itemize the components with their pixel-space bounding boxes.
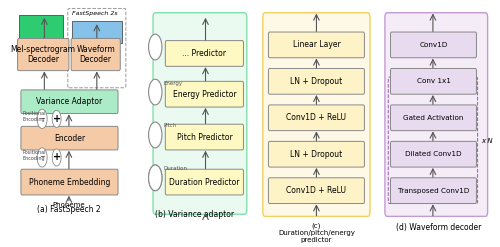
Text: +: + [52,114,60,124]
FancyBboxPatch shape [153,13,247,214]
Text: +: + [152,42,159,52]
Text: Positional
Encoding: Positional Encoding [22,150,46,161]
Circle shape [52,149,61,166]
FancyBboxPatch shape [166,81,244,107]
FancyBboxPatch shape [18,39,69,71]
Text: (a) FastSpeech 2: (a) FastSpeech 2 [37,205,100,214]
Text: Pitch: Pitch [163,124,176,128]
Text: Transposed Conv1D: Transposed Conv1D [398,188,469,194]
Circle shape [148,165,162,191]
Text: Dilated Conv1D: Dilated Conv1D [405,151,462,157]
Text: Energy: Energy [163,81,182,86]
FancyBboxPatch shape [21,169,118,195]
Text: (c)
Duration/pitch/energy
predictor: (c) Duration/pitch/energy predictor [278,223,355,243]
FancyBboxPatch shape [166,124,244,150]
Text: Conv1D + ReLU: Conv1D + ReLU [286,186,346,195]
Text: Conv 1x1: Conv 1x1 [416,78,450,84]
Text: FastSpeech 2s: FastSpeech 2s [72,11,118,16]
Text: Duration Predictor: Duration Predictor [169,178,240,186]
FancyBboxPatch shape [268,178,364,204]
Text: Energy Predictor: Energy Predictor [172,90,236,99]
FancyBboxPatch shape [268,68,364,94]
FancyBboxPatch shape [268,32,364,58]
Text: +: + [52,152,60,163]
FancyBboxPatch shape [268,141,364,167]
FancyBboxPatch shape [263,13,370,216]
FancyBboxPatch shape [385,13,488,216]
FancyBboxPatch shape [390,178,476,204]
FancyBboxPatch shape [390,68,476,94]
Text: LN + Dropout: LN + Dropout [290,150,343,159]
Text: Phoneme: Phoneme [52,202,85,208]
Text: ~: ~ [39,154,45,161]
Circle shape [37,109,47,128]
FancyBboxPatch shape [68,8,126,88]
FancyBboxPatch shape [72,21,122,43]
Text: Variance Adaptor: Variance Adaptor [36,97,102,106]
Text: LN + Dropout: LN + Dropout [290,77,343,86]
Text: +: + [152,87,159,97]
Text: +: + [152,130,159,139]
Text: Positional
Encoding: Positional Encoding [22,111,46,122]
FancyBboxPatch shape [166,41,244,66]
Circle shape [52,110,61,127]
FancyBboxPatch shape [390,141,476,167]
Text: (b) Variance adaptor: (b) Variance adaptor [155,209,234,219]
Circle shape [148,79,162,105]
Text: Gated Activation: Gated Activation [404,115,464,121]
Text: Phoneme Embedding: Phoneme Embedding [29,178,110,186]
Text: x N: x N [481,138,492,144]
Text: LR: LR [150,173,161,182]
Text: Conv1D + ReLU: Conv1D + ReLU [286,113,346,122]
Circle shape [148,122,162,148]
FancyBboxPatch shape [390,105,476,131]
Text: Mel-spectrogram
Decoder: Mel-spectrogram Decoder [10,45,76,64]
FancyBboxPatch shape [268,105,364,131]
Text: ... Predictor: ... Predictor [182,49,226,58]
Text: Conv1D: Conv1D [420,42,448,48]
Circle shape [148,165,162,191]
Text: Encoder: Encoder [54,134,85,143]
Circle shape [148,34,162,60]
FancyBboxPatch shape [21,90,118,113]
Text: Pitch Predictor: Pitch Predictor [176,133,233,142]
Circle shape [37,148,47,167]
Text: ~: ~ [39,116,45,122]
Text: Waveform
Decoder: Waveform Decoder [76,45,115,64]
FancyBboxPatch shape [71,39,120,71]
FancyBboxPatch shape [390,32,476,58]
FancyBboxPatch shape [18,15,64,43]
FancyBboxPatch shape [166,169,244,195]
FancyBboxPatch shape [21,126,118,150]
Text: Duration: Duration [163,166,187,171]
Text: (d) Waveform decoder: (d) Waveform decoder [396,223,481,232]
Text: LR: LR [151,175,160,180]
Text: Linear Layer: Linear Layer [292,41,341,49]
